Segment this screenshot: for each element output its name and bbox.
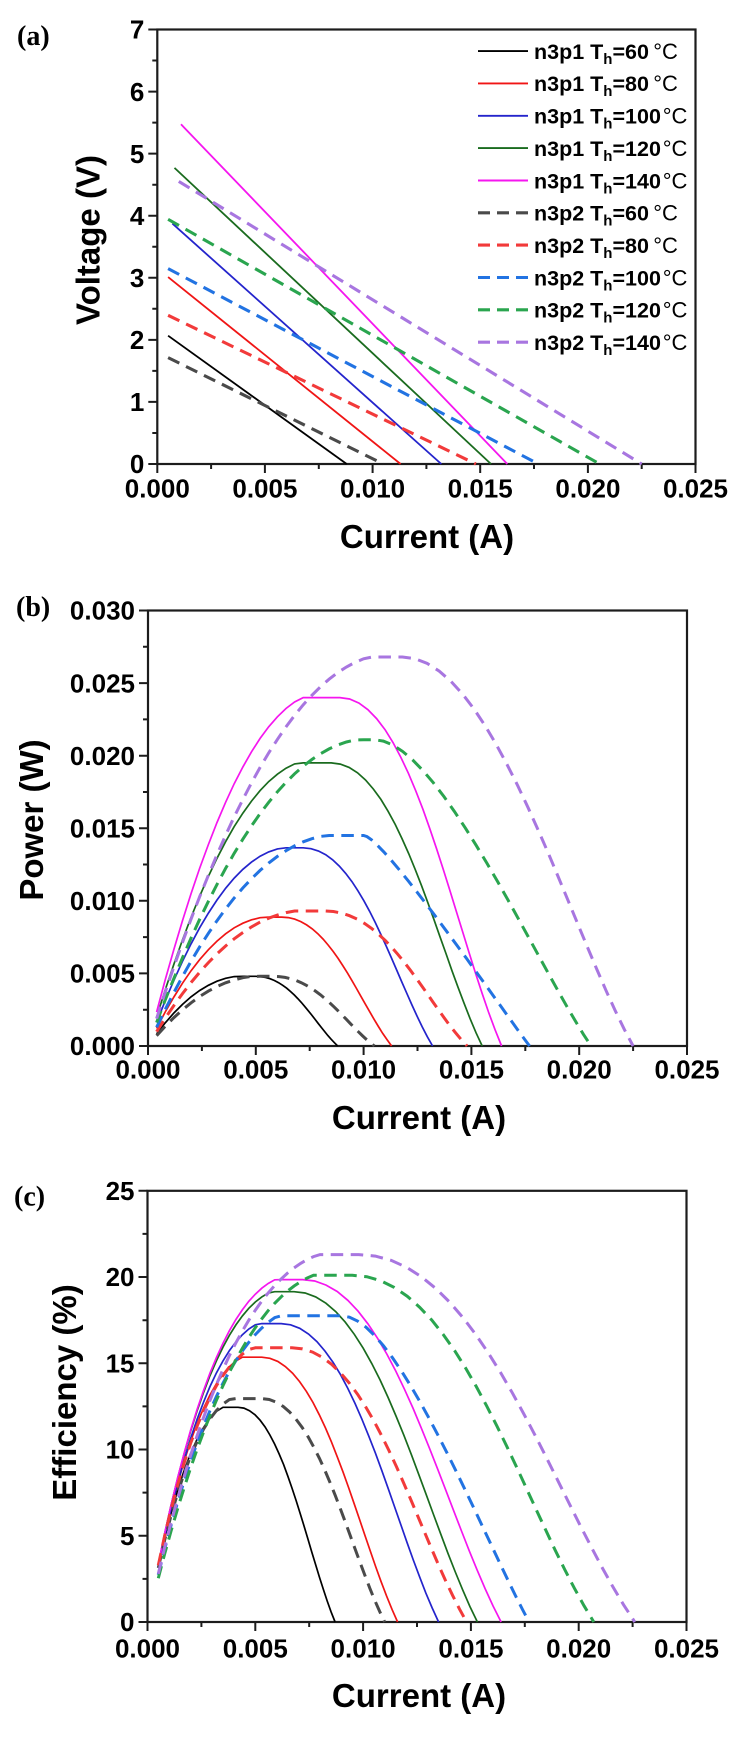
svg-text:0.020: 0.020 (70, 741, 135, 771)
svg-text:(b): (b) (16, 592, 50, 623)
svg-text:5: 5 (130, 139, 144, 169)
svg-text:0.020: 0.020 (555, 474, 620, 504)
svg-text:0.025: 0.025 (663, 474, 728, 504)
svg-text:0.005: 0.005 (70, 959, 135, 989)
svg-text:0.025: 0.025 (654, 1055, 719, 1085)
svg-text:n3p2 Th=120 °C: n3p2 Th=120 °C (534, 298, 688, 327)
svg-text:0: 0 (120, 1607, 134, 1637)
svg-text:15: 15 (106, 1349, 135, 1379)
svg-text:20: 20 (106, 1262, 135, 1292)
svg-text:0.020: 0.020 (546, 1634, 611, 1664)
svg-text:2: 2 (130, 325, 144, 355)
svg-text:(a): (a) (17, 21, 50, 52)
svg-text:0.005: 0.005 (223, 1055, 288, 1085)
svg-text:0.010: 0.010 (331, 1634, 396, 1664)
svg-text:0.025: 0.025 (70, 668, 135, 698)
svg-text:10: 10 (106, 1435, 135, 1465)
svg-text:0.020: 0.020 (547, 1055, 612, 1085)
svg-text:Efficiency (%): Efficiency (%) (46, 1284, 83, 1500)
svg-text:5: 5 (120, 1521, 134, 1551)
svg-text:4: 4 (130, 201, 145, 231)
svg-text:0.000: 0.000 (115, 1055, 180, 1085)
svg-text:1: 1 (130, 387, 144, 417)
svg-text:0.000: 0.000 (115, 1634, 180, 1664)
svg-text:0.005: 0.005 (223, 1634, 288, 1664)
svg-text:7: 7 (130, 15, 144, 45)
svg-text:0.015: 0.015 (439, 1055, 504, 1085)
svg-text:0.015: 0.015 (438, 1634, 503, 1664)
svg-text:0.005: 0.005 (232, 474, 297, 504)
svg-text:0.015: 0.015 (448, 474, 513, 504)
svg-text:0.000: 0.000 (125, 474, 190, 504)
svg-text:0.025: 0.025 (654, 1634, 719, 1664)
svg-text:3: 3 (130, 263, 144, 293)
svg-text:25: 25 (106, 1176, 135, 1206)
svg-text:(c): (c) (14, 1182, 45, 1213)
svg-text:n3p2 Th=140 °C: n3p2 Th=140 °C (534, 330, 688, 359)
svg-text:0.000: 0.000 (70, 1031, 135, 1061)
svg-text:Current (A): Current (A) (332, 1677, 506, 1714)
svg-text:Current (A): Current (A) (340, 518, 514, 555)
svg-text:0.010: 0.010 (340, 474, 405, 504)
svg-text:0.030: 0.030 (70, 596, 135, 626)
svg-text:n3p1 Th=80 °C: n3p1 Th=80 °C (534, 71, 678, 100)
svg-text:0.015: 0.015 (70, 814, 135, 844)
svg-text:6: 6 (130, 77, 144, 107)
svg-text:Voltage (V): Voltage (V) (70, 155, 107, 325)
svg-text:n3p2 Th=100 °C: n3p2 Th=100 °C (534, 265, 688, 294)
svg-text:Power (W): Power (W) (13, 739, 50, 900)
svg-text:0: 0 (130, 449, 144, 479)
svg-text:Current (A): Current (A) (332, 1099, 506, 1136)
svg-text:0.010: 0.010 (70, 886, 135, 916)
svg-text:0.010: 0.010 (331, 1055, 396, 1085)
